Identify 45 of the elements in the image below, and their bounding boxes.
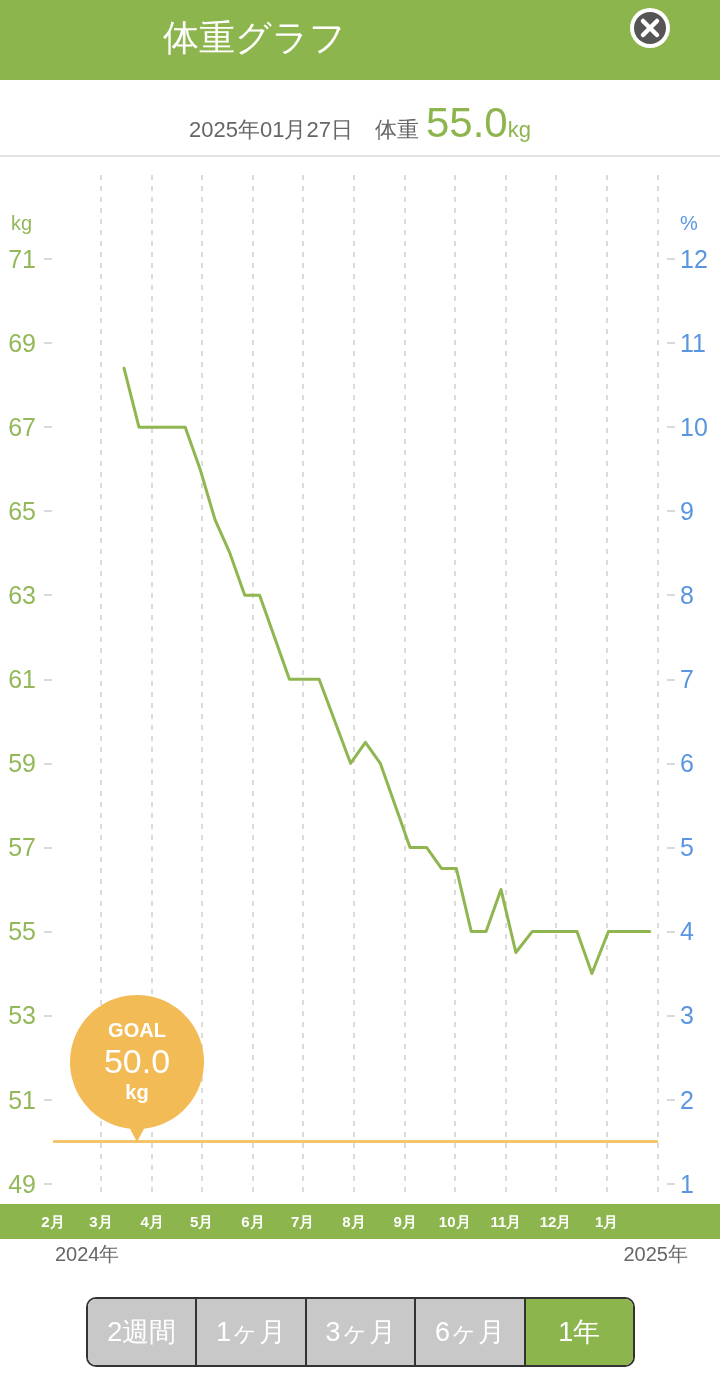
y2-tick-label: 9 [680,497,694,526]
y-tick-label: 55 [8,917,36,946]
y2-tick-label: 4 [680,917,694,946]
text: 2024年 [55,1242,120,1267]
chart-title: 体重グラフ [163,16,346,60]
y2-tick-label: 1 [680,1169,694,1198]
y2-tick-label: 12 [680,245,708,274]
y2-tick-label: 2 [680,1085,694,1114]
y2-tick-label: 8 [680,581,694,610]
y-tick-label: 65 [8,497,36,526]
x-tick-label: 12月 [539,1213,572,1230]
x-tick-label: 1月 [595,1213,619,1230]
y-tick-label: 67 [8,413,36,442]
x-tick-label: 7月 [290,1213,315,1230]
y2-tick-label: 7 [680,665,694,694]
y-axis-title: kg [10,212,32,234]
x-tick-label: 3月 [89,1213,113,1230]
y2-axis-title: % [680,212,698,234]
y-tick-label: 53 [8,1001,36,1030]
ref-line-label: GOAL 50.0 kg [103,1019,171,1105]
text: 2025年 [623,1242,688,1267]
y2-tick-label: 6 [680,749,694,778]
y2-tick-label: 5 [680,833,694,862]
x-tick-label: 9月 [393,1213,417,1230]
x-tick-label: 10月 [438,1213,471,1230]
y2-tick-label: 11 [680,329,706,358]
x-tick-label: 11月 [490,1213,522,1230]
y-tick-label: 51 [8,1085,36,1114]
y2-tick-label: 10 [680,413,708,442]
y-tick-label: 71 [8,245,36,274]
x-tick-label: 4月 [140,1213,164,1230]
x-tick-label: 2月 [41,1213,65,1230]
y-tick-label: 63 [8,581,36,610]
y-tick-label: 49 [8,1169,36,1198]
y-tick-label: 59 [8,749,36,778]
x-tick-label: 6月 [241,1213,265,1230]
x-tick-label: 8月 [342,1213,366,1230]
x-tick-label: 5月 [190,1213,214,1230]
line-series [122,366,652,975]
button[interactable]: 1年 [523,1299,633,1365]
y-tick-label: 69 [8,329,36,358]
y2-tick-label: 3 [680,1001,694,1030]
y-tick-label: 61 [8,665,36,694]
close-icon[interactable] [628,6,672,50]
y-tick-label: 57 [8,833,36,862]
